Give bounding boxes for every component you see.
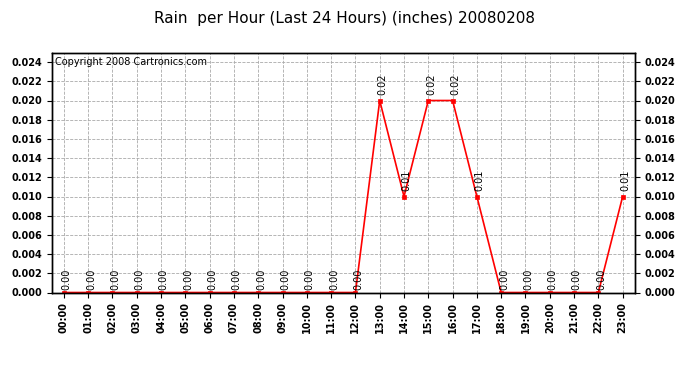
Text: 0.00: 0.00 — [61, 268, 72, 290]
Text: 0.00: 0.00 — [523, 268, 533, 290]
Text: 0.00: 0.00 — [110, 268, 120, 290]
Text: 0.01: 0.01 — [620, 170, 631, 191]
Text: 0.00: 0.00 — [280, 268, 290, 290]
Text: Copyright 2008 Cartronics.com: Copyright 2008 Cartronics.com — [55, 57, 207, 67]
Text: 0.00: 0.00 — [232, 268, 241, 290]
Text: 0.01: 0.01 — [475, 170, 484, 191]
Text: 0.02: 0.02 — [451, 74, 460, 95]
Text: 0.00: 0.00 — [548, 268, 558, 290]
Text: 0.02: 0.02 — [426, 74, 436, 95]
Text: 0.00: 0.00 — [183, 268, 193, 290]
Text: 0.00: 0.00 — [353, 268, 363, 290]
Text: 0.00: 0.00 — [159, 268, 169, 290]
Text: Rain  per Hour (Last 24 Hours) (inches) 20080208: Rain per Hour (Last 24 Hours) (inches) 2… — [155, 11, 535, 26]
Text: 0.00: 0.00 — [596, 268, 606, 290]
Text: 0.00: 0.00 — [86, 268, 96, 290]
Text: 0.00: 0.00 — [304, 268, 315, 290]
Text: 0.00: 0.00 — [256, 268, 266, 290]
Text: 0.01: 0.01 — [402, 170, 412, 191]
Text: 0.00: 0.00 — [329, 268, 339, 290]
Text: 0.02: 0.02 — [377, 74, 388, 95]
Text: 0.00: 0.00 — [572, 268, 582, 290]
Text: 0.00: 0.00 — [208, 268, 217, 290]
Text: 0.00: 0.00 — [499, 268, 509, 290]
Text: 0.00: 0.00 — [135, 268, 145, 290]
